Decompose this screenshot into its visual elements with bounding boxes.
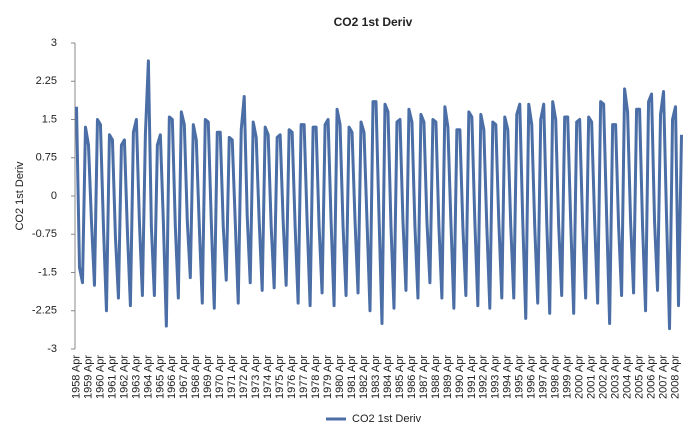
x-tick-label: 1987 Apr: [418, 355, 430, 399]
x-tick-label: 2005 Apr: [633, 355, 645, 399]
y-tick-label: 2.25: [36, 75, 57, 87]
x-tick-label: 1964 Apr: [142, 355, 154, 399]
x-tick-label: 1984 Apr: [382, 355, 394, 399]
x-tick-label: 1970 Apr: [214, 355, 226, 399]
y-tick-label: -0.75: [32, 228, 57, 240]
y-tick-label: -2.25: [32, 305, 57, 317]
x-tick-label: 1974 Apr: [262, 355, 274, 399]
x-tick-label: 2004 Apr: [621, 355, 633, 399]
x-tick-label: 1991 Apr: [466, 355, 478, 399]
x-tick-label: 2008 Apr: [669, 355, 681, 399]
x-tick-label: 1973 Apr: [250, 355, 262, 399]
x-tick-label: 2002 Apr: [598, 355, 610, 399]
x-tick-label: 2000 Apr: [574, 355, 586, 399]
y-tick-label: -1.5: [38, 266, 57, 278]
x-tick-label: 1996 Apr: [526, 355, 538, 399]
x-tick-label: 1967 Apr: [178, 355, 190, 399]
x-tick-label: 1999 Apr: [562, 355, 574, 399]
x-tick-label: 1962 Apr: [118, 355, 130, 399]
chart-title: CO2 1st Deriv: [334, 15, 413, 29]
x-tick-label: 1995 Apr: [514, 355, 526, 399]
x-tick-label: 1980 Apr: [334, 355, 346, 399]
legend-label: CO2 1st Deriv: [352, 413, 422, 425]
x-tick-label: 1994 Apr: [502, 355, 514, 399]
x-tick-label: 2007 Apr: [657, 355, 669, 399]
x-tick-label: 1972 Apr: [238, 355, 250, 399]
x-tick-label: 1958 Apr: [70, 355, 82, 399]
x-tick-label: 1989 Apr: [442, 355, 454, 399]
x-tick-label: 1960 Apr: [94, 355, 106, 399]
x-tick-label: 1978 Apr: [310, 355, 322, 399]
x-tick-label: 1969 Apr: [202, 355, 214, 399]
x-tick-label: 1979 Apr: [322, 355, 334, 399]
x-tick-label: 1961 Apr: [106, 355, 118, 399]
x-tick-label: 1977 Apr: [298, 355, 310, 399]
x-tick-label: 1997 Apr: [538, 355, 550, 399]
x-tick-label: 1985 Apr: [394, 355, 406, 399]
x-tick-label: 1988 Apr: [430, 355, 442, 399]
y-tick-label: -3: [47, 343, 57, 355]
y-axis-label: CO2 1st Deriv: [14, 161, 26, 231]
x-tick-label: 1998 Apr: [550, 355, 562, 399]
x-tick-label: 2006 Apr: [645, 355, 657, 399]
data-line: [75, 59, 683, 331]
x-tick-label: 1992 Apr: [478, 355, 490, 399]
x-tick-label: 1975 Apr: [274, 355, 286, 399]
x-tick-label: 1959 Apr: [82, 355, 94, 399]
x-tick-label: 1993 Apr: [490, 355, 502, 399]
x-tick-label: 1981 Apr: [346, 355, 358, 399]
x-tick-label: 1976 Apr: [286, 355, 298, 399]
x-tick-label: 1982 Apr: [358, 355, 370, 399]
x-tick-label: 1966 Apr: [166, 355, 178, 399]
y-tick-label: 0: [51, 190, 57, 202]
y-tick-label: 3: [51, 37, 57, 49]
x-tick-label: 1971 Apr: [226, 355, 238, 399]
x-tick-label: 2001 Apr: [586, 355, 598, 399]
x-tick-label: 1965 Apr: [154, 355, 166, 399]
x-tick-label: 1986 Apr: [406, 355, 418, 399]
x-tick-label: 1990 Apr: [454, 355, 466, 399]
x-tick-label: 1963 Apr: [130, 355, 142, 399]
x-tick-label: 1983 Apr: [370, 355, 382, 399]
y-tick-label: 1.5: [42, 113, 57, 125]
x-tick-label: 2003 Apr: [610, 355, 622, 399]
x-tick-label: 1968 Apr: [190, 355, 202, 399]
y-tick-label: 0.75: [36, 152, 57, 164]
